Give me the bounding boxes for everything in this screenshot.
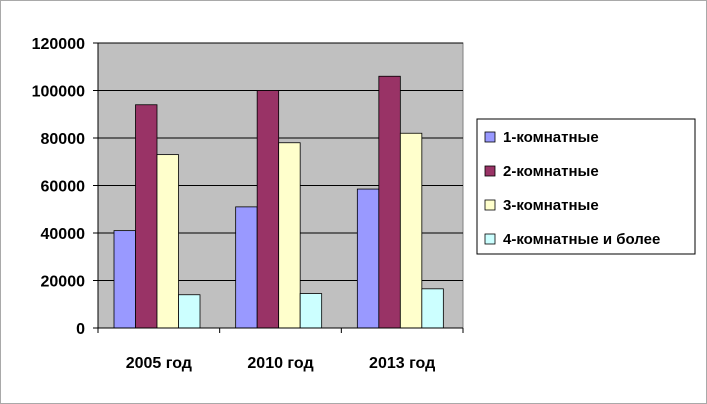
y-tick-label: 40000 [41,226,86,243]
legend-swatch [484,199,496,211]
y-tick-label: 60000 [41,179,86,196]
bar-3-комнатные-2010 год [278,142,301,329]
legend: 1-комнатные 2-комнатные 3-комнатные 4-комна… [476,118,696,255]
legend-label: 1-комнатные [503,129,599,146]
bar-3-комнатные-2013 год [399,132,423,329]
x-category-label: 2010 год [247,355,313,372]
y-tick-label: 0 [76,321,85,338]
y-tick-label: 100000 [32,84,85,101]
bar-1-комнатные-2005 год [113,230,136,329]
bar-4-комнатные и более-2010 год [299,293,323,329]
bar-2-комнатные-2010 год [256,90,280,329]
axes: 0 20000 40000 60000 80000 100000 120000 2005 го… [32,36,464,372]
bar-4-комнатные и более-2013 год [421,288,444,329]
legend-label: 2-комнатные [503,163,599,180]
bar-4-комнатные и более-2005 год [178,294,201,329]
y-tick-label: 120000 [32,36,85,53]
x-category-label: 2013 год [369,355,435,372]
legend-label: 4-комнатные и более [503,231,660,248]
bar-2-комнатные-2005 год [135,104,158,329]
bar-1-комнатные-2013 год [356,188,380,329]
legend-swatch [484,165,496,177]
bar-2-комнатные-2013 год [378,75,401,329]
legend-swatch [484,131,496,143]
y-tick-label: 80000 [41,131,86,148]
bars [113,75,444,329]
legend-label: 3-комнатные [503,197,599,214]
bar-3-комнатные-2005 год [156,154,179,329]
legend-box [476,118,696,255]
legend-swatch [484,233,496,245]
x-category-label: 2005 год [126,355,192,372]
y-tick-label: 20000 [41,274,86,291]
bar-1-комнатные-2010 год [235,206,258,329]
